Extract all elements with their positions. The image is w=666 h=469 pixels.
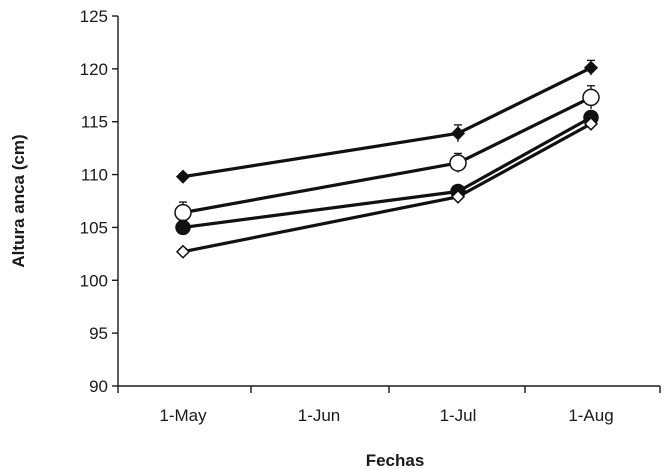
- y-tick-label: 125: [80, 7, 108, 26]
- y-tick-label: 110: [81, 166, 108, 185]
- series-1-point: [450, 126, 466, 141]
- series-4-point: [583, 116, 599, 131]
- series-4-point: [450, 189, 466, 204]
- x-tick-label: 1-Jun: [298, 406, 341, 425]
- series-1-line: [182, 66, 592, 179]
- series-1-point: [175, 169, 191, 184]
- y-tick-label: 105: [80, 218, 108, 237]
- x-tick-label: 1-Aug: [568, 406, 613, 425]
- y-axis-title: Altura anca (cm): [9, 134, 28, 267]
- x-tick-label: 1-Jul: [440, 406, 477, 425]
- y-tick-label: 90: [89, 377, 108, 396]
- y-tick-label: 100: [80, 271, 108, 290]
- series-2-line: [182, 95, 592, 215]
- series-2-point: [174, 203, 192, 222]
- x-tick-label: 1-May: [159, 406, 207, 425]
- series-3-point: [175, 219, 191, 236]
- series-1-point: [583, 60, 599, 75]
- plot-area: 90 95 100 105 110 115 120 125 1-May 1-Jun 1-Jul 1-A…: [80, 7, 661, 425]
- y-tick-label: 115: [81, 113, 108, 132]
- x-axis-title: Fechas: [366, 451, 425, 469]
- y-tick-label: 95: [89, 324, 108, 343]
- series-2-point: [582, 88, 600, 107]
- series-4-point: [175, 244, 191, 259]
- y-tick-label: 120: [80, 60, 108, 79]
- series-2-point: [449, 154, 467, 172]
